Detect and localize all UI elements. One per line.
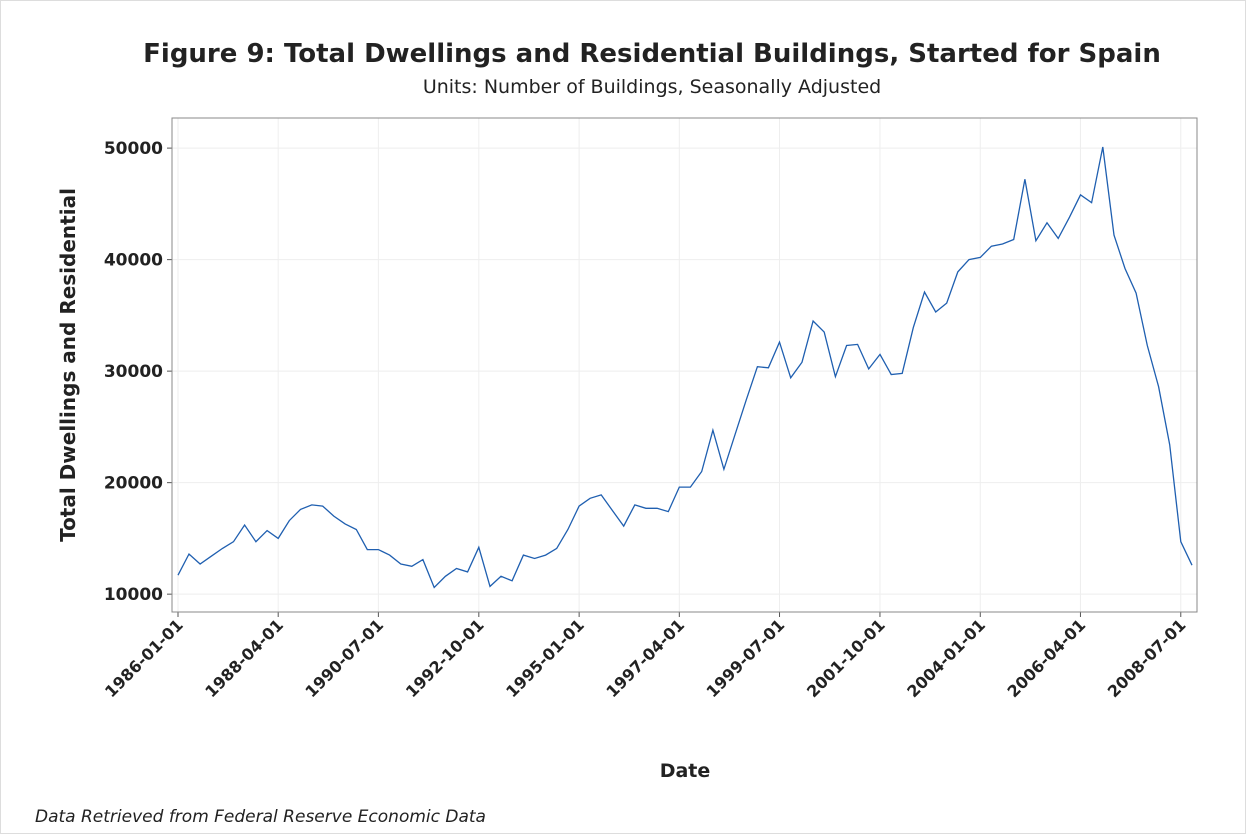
source-note: Data Retrieved from Federal Reserve Econ… [35,807,486,827]
y-axis-label: Total Dwellings and Residential [56,188,80,542]
y-tick-label: 30000 [104,362,163,382]
chart-title: Figure 9: Total Dwellings and Residentia… [143,39,1161,69]
x-axis-label: Date [660,760,711,782]
data-line [177,146,1193,589]
y-tick-label: 40000 [104,251,163,271]
y-tick-label: 20000 [104,474,163,494]
plot-border [171,117,1198,613]
y-tick-label: 50000 [104,139,163,159]
chart-subtitle: Units: Number of Buildings, Seasonally A… [423,76,881,98]
y-tick-label: 10000 [104,585,163,605]
